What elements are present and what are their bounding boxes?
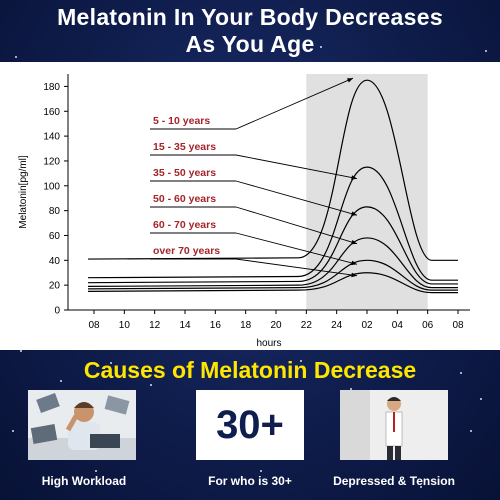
workload-card xyxy=(28,390,136,460)
x-tick-label: 24 xyxy=(331,320,343,331)
workload-label: High Workload xyxy=(41,474,127,488)
pointer-arrowhead xyxy=(351,272,357,278)
y-tick-label: 140 xyxy=(43,132,60,143)
star xyxy=(350,388,352,390)
x-tick-label: 14 xyxy=(179,320,191,331)
age-card: 30+ xyxy=(196,390,304,460)
label-pointer xyxy=(235,180,358,216)
chart-panel: 0 20 40 60 80 100 120 140 160 180 08 10 12 14 16 18 20 22… xyxy=(0,62,500,350)
pointer-arrowhead xyxy=(351,260,357,266)
label-pointer xyxy=(235,258,358,277)
star xyxy=(12,430,14,432)
y-tick-label: 160 xyxy=(43,107,60,118)
title-line-1: Melatonin In Your Body Decreases xyxy=(57,4,443,30)
x-tick-label: 08 xyxy=(88,320,100,331)
x-tick-label: 10 xyxy=(119,320,131,331)
star xyxy=(60,380,62,382)
y-tick-label: 0 xyxy=(54,306,60,317)
x-axis-label: hours xyxy=(256,338,281,349)
star xyxy=(175,368,177,370)
y-tick-label: 80 xyxy=(49,206,61,217)
star xyxy=(260,470,262,472)
star xyxy=(95,470,97,472)
y-tick-label: 40 xyxy=(49,256,61,267)
age-number: 30+ xyxy=(216,402,284,447)
pointer-arrowhead xyxy=(351,239,357,245)
x-tick-label: 12 xyxy=(149,320,161,331)
star xyxy=(485,50,487,52)
x-tick-label: 18 xyxy=(240,320,252,331)
series-line xyxy=(87,272,458,294)
star xyxy=(110,362,112,364)
x-tick-label: 22 xyxy=(301,320,313,331)
star xyxy=(440,14,442,16)
series-label: 15 - 35 years xyxy=(153,141,216,153)
series-line xyxy=(87,166,458,281)
series-label: 5 - 10 years xyxy=(153,115,210,127)
y-tick-label: 20 xyxy=(49,281,61,292)
star xyxy=(15,56,17,58)
x-tick-label: 02 xyxy=(361,320,373,331)
series-line xyxy=(87,206,458,285)
depressed-illustration xyxy=(340,390,448,460)
star xyxy=(150,384,152,386)
pointer-arrowhead xyxy=(351,175,357,180)
y-tick-label: 120 xyxy=(43,156,60,167)
pointer-arrowhead xyxy=(347,78,353,83)
series-line xyxy=(87,79,458,261)
causes-title: Causes of Melatonin Decrease xyxy=(83,357,417,383)
x-tick-label: 08 xyxy=(452,320,464,331)
label-pointer xyxy=(235,154,358,180)
label-pointer xyxy=(235,232,358,265)
depressed-card xyxy=(340,390,448,460)
night-highlight xyxy=(306,74,428,310)
title-line-2: As You Age xyxy=(185,31,315,57)
x-tick-label: 06 xyxy=(422,320,434,331)
pointer-arrowhead xyxy=(351,211,357,216)
x-tick-label: 16 xyxy=(210,320,222,331)
y-axis-label: Melatonin[pg/ml] xyxy=(18,155,29,229)
age-label: For who is 30+ xyxy=(208,474,292,488)
series-label: 35 - 50 years xyxy=(153,167,216,179)
star xyxy=(300,360,302,362)
star xyxy=(20,350,22,352)
star xyxy=(460,372,462,374)
series-line xyxy=(87,259,458,291)
x-tick-label: 20 xyxy=(270,320,282,331)
series-label: 60 - 70 years xyxy=(153,219,216,231)
series-label: over 70 years xyxy=(153,245,220,257)
y-tick-label: 100 xyxy=(43,181,60,192)
label-pointer xyxy=(235,206,358,245)
star xyxy=(320,46,322,48)
y-tick-label: 180 xyxy=(43,82,60,93)
page-title: Melatonin In Your Body Decreases As You … xyxy=(0,4,500,58)
series-line xyxy=(87,237,458,289)
x-tick-label: 04 xyxy=(392,320,404,331)
star xyxy=(60,20,62,22)
star xyxy=(420,486,422,488)
series-label: 50 - 60 years xyxy=(153,193,216,205)
workload-illustration xyxy=(28,390,136,460)
y-tick-label: 60 xyxy=(49,231,61,242)
depressed-label: Depressed & Tension xyxy=(333,474,455,488)
star xyxy=(480,398,482,400)
label-pointer xyxy=(235,77,354,130)
star xyxy=(470,430,472,432)
